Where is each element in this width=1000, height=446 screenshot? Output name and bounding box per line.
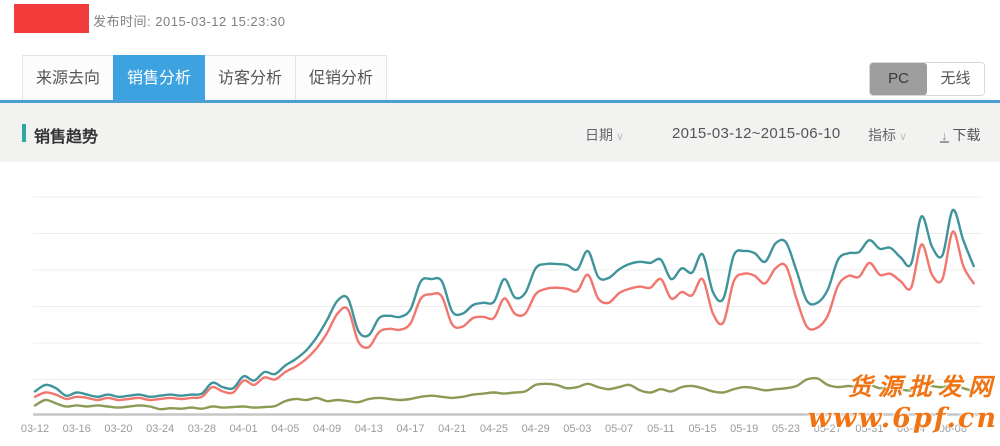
download-button[interactable]: ↓ 下载 (940, 127, 981, 143)
date-dimension-dropdown[interactable]: 日期 ∨ (585, 127, 625, 143)
svg-text:04-13: 04-13 (355, 423, 383, 435)
tab-visitor-analysis[interactable]: 访客分析 (204, 55, 296, 100)
publish-time-label: 发布时间: (93, 14, 152, 29)
logo-redacted-block (14, 4, 89, 33)
tab-bar-divider (0, 100, 1000, 103)
svg-text:03-12: 03-12 (21, 423, 49, 435)
toggle-pc-button[interactable]: PC (870, 63, 927, 95)
svg-text:03-16: 03-16 (63, 423, 91, 435)
svg-text:03-24: 03-24 (146, 423, 174, 435)
section-header: 销售趋势 日期 ∨ 2015-03-12~2015-06-10 指标 ∨ ↓ 下载 (0, 103, 1000, 162)
toggle-wireless-button[interactable]: 无线 (927, 63, 984, 95)
svg-text:05-31: 05-31 (855, 423, 883, 435)
svg-text:04-01: 04-01 (230, 423, 258, 435)
tab-source-destination[interactable]: 来源去向 (22, 55, 114, 100)
top-bar: 发布时间: 2015-03-12 15:23:30 (0, 0, 1000, 55)
svg-text:05-15: 05-15 (688, 423, 716, 435)
svg-text:05-03: 05-03 (563, 423, 591, 435)
svg-text:05-19: 05-19 (730, 423, 758, 435)
tab-promotion-analysis[interactable]: 促销分析 (295, 55, 387, 100)
date-range-picker[interactable]: 2015-03-12~2015-06-10 (672, 125, 841, 142)
svg-text:05-23: 05-23 (772, 423, 800, 435)
svg-text:06-04: 06-04 (897, 423, 925, 435)
line-chart-canvas: 03-12 03-16 03-20 03-24 03-28 04-01 04-05 04-09… (21, 196, 982, 435)
svg-text:04-21: 04-21 (438, 423, 466, 435)
device-toggle: PC 无线 (869, 62, 985, 96)
analysis-tabs: 来源去向 销售分析 访客分析 促销分析 (22, 55, 387, 100)
svg-text:04-09: 04-09 (313, 423, 341, 435)
svg-text:05-11: 05-11 (647, 423, 674, 435)
publish-time: 发布时间: 2015-03-12 15:23:30 (93, 11, 285, 30)
download-icon: ↓ (940, 128, 949, 143)
svg-text:06-08: 06-08 (939, 423, 967, 435)
tab-bar: 来源去向 销售分析 访客分析 促销分析 PC 无线 (0, 55, 1000, 100)
svg-text:04-25: 04-25 (480, 423, 508, 435)
sales-trend-chart: 03-12 03-16 03-20 03-24 03-28 04-01 04-05 04-09… (0, 162, 1000, 446)
svg-text:04-29: 04-29 (522, 423, 550, 435)
svg-text:04-05: 04-05 (271, 423, 299, 435)
metric-dropdown[interactable]: 指标 ∨ (868, 127, 908, 143)
svg-text:03-20: 03-20 (104, 423, 132, 435)
svg-text:03-28: 03-28 (188, 423, 216, 435)
section-accent-bar (22, 124, 26, 142)
tab-sales-analysis[interactable]: 销售分析 (113, 55, 205, 100)
svg-text:05-27: 05-27 (814, 423, 842, 435)
svg-text:05-07: 05-07 (605, 423, 633, 435)
section-title: 销售趋势 (34, 129, 99, 146)
chevron-down-icon: ∨ (899, 131, 908, 143)
chevron-down-icon: ∨ (616, 131, 625, 143)
publish-time-value: 2015-03-12 15:23:30 (155, 14, 286, 29)
svg-text:04-17: 04-17 (396, 423, 424, 435)
